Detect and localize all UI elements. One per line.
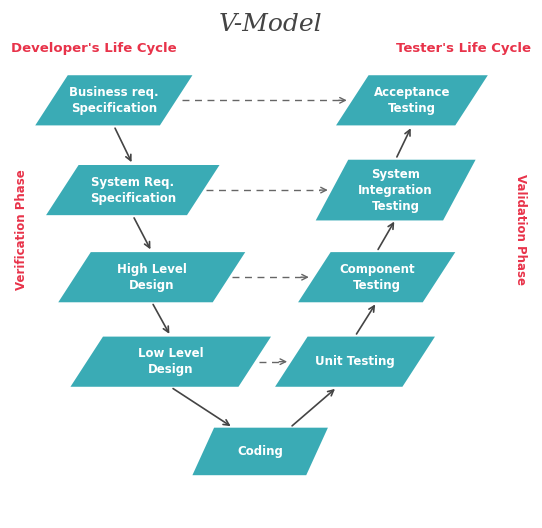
Polygon shape <box>192 428 328 475</box>
Text: Coding: Coding <box>237 445 283 458</box>
Polygon shape <box>298 252 455 302</box>
Text: System Req.
Specification: System Req. Specification <box>90 176 176 204</box>
Text: Component
Testing: Component Testing <box>339 263 415 291</box>
Text: Acceptance
Testing: Acceptance Testing <box>373 86 450 115</box>
Text: Tester's Life Cycle: Tester's Life Cycle <box>396 42 531 55</box>
Polygon shape <box>35 75 192 125</box>
Text: Business req.
Specification: Business req. Specification <box>69 86 159 115</box>
Text: Developer's Life Cycle: Developer's Life Cycle <box>11 42 177 55</box>
Polygon shape <box>70 337 271 386</box>
Polygon shape <box>275 337 435 386</box>
Polygon shape <box>336 75 488 125</box>
Text: System
Integration
Testing: System Integration Testing <box>358 167 433 213</box>
Text: Low Level
Design: Low Level Design <box>138 347 204 376</box>
Text: Validation Phase: Validation Phase <box>514 174 527 285</box>
Polygon shape <box>315 159 476 221</box>
Text: Unit Testing: Unit Testing <box>315 355 395 368</box>
Text: Verification Phase: Verification Phase <box>15 169 28 290</box>
Polygon shape <box>59 252 245 302</box>
Text: V-Model: V-Model <box>219 13 323 36</box>
Polygon shape <box>46 165 220 215</box>
Text: High Level
Design: High Level Design <box>117 263 186 291</box>
